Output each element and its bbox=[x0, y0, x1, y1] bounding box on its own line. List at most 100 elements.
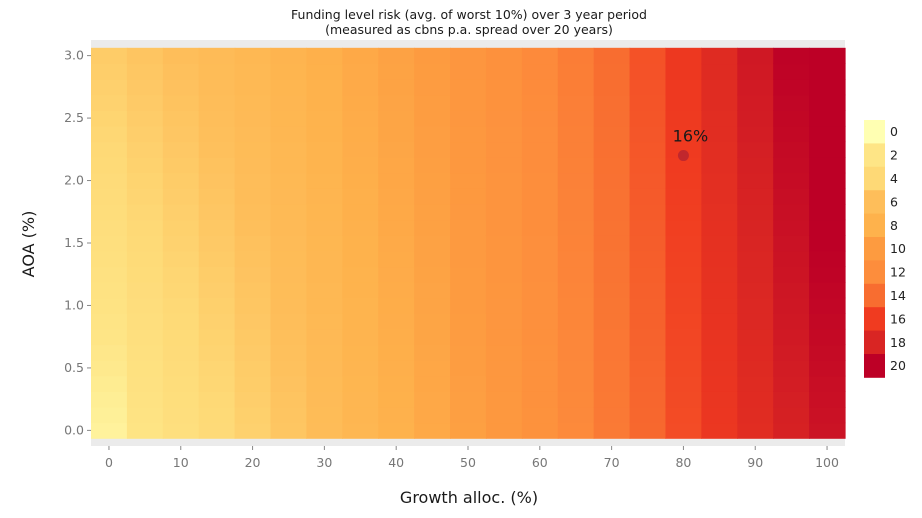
heatmap-tile bbox=[629, 219, 667, 236]
heatmap-tile bbox=[126, 406, 164, 424]
heatmap-tile bbox=[629, 188, 667, 205]
heatmap-tile bbox=[665, 313, 702, 330]
y-tick-label: 2.0 bbox=[64, 173, 84, 188]
heatmap-tile bbox=[557, 125, 595, 143]
heatmap-tile bbox=[342, 250, 379, 268]
heatmap-tile bbox=[737, 94, 774, 111]
heatmap-tile bbox=[270, 47, 308, 65]
heatmap-tile bbox=[521, 266, 559, 283]
heatmap-tile bbox=[809, 47, 846, 65]
heatmap-tile bbox=[629, 235, 667, 252]
heatmap-tile bbox=[270, 63, 308, 80]
heatmap-tile bbox=[629, 79, 667, 96]
heatmap-tile bbox=[593, 344, 631, 361]
heatmap-tile bbox=[773, 313, 810, 330]
heatmap-tile bbox=[485, 360, 523, 377]
heatmap-tile bbox=[270, 203, 308, 221]
heatmap-tile bbox=[485, 235, 523, 252]
heatmap-tile bbox=[809, 203, 846, 221]
heatmap-tile bbox=[557, 360, 595, 377]
heatmap-tile bbox=[593, 125, 631, 143]
heatmap-tile bbox=[162, 219, 200, 236]
heatmap-tile bbox=[198, 141, 236, 158]
heatmap-tile bbox=[414, 313, 451, 330]
heatmap-tile bbox=[773, 47, 810, 65]
heatmap-tile bbox=[809, 125, 846, 143]
heatmap-tile bbox=[450, 344, 487, 361]
heatmap-tile bbox=[126, 125, 164, 143]
heatmap-tile bbox=[378, 125, 415, 143]
heatmap-tile bbox=[450, 406, 487, 424]
heatmap-tile bbox=[198, 391, 236, 408]
heatmap-tile bbox=[485, 188, 523, 205]
heatmap-tile bbox=[629, 47, 667, 65]
heatmap-tile bbox=[593, 110, 631, 127]
heatmap-tile bbox=[414, 79, 451, 96]
heatmap-tile bbox=[414, 157, 451, 174]
heatmap-tile bbox=[414, 219, 451, 236]
heatmap-tile bbox=[809, 313, 846, 330]
heatmap-tile bbox=[773, 422, 810, 439]
heatmap-tile bbox=[378, 422, 415, 439]
heatmap-tile bbox=[521, 313, 559, 330]
heatmap-tile bbox=[342, 172, 379, 189]
heatmap-tile bbox=[809, 406, 846, 424]
heatmap-tile bbox=[557, 188, 595, 205]
heatmap-tile bbox=[450, 328, 487, 346]
heatmap-tile bbox=[342, 375, 379, 392]
colorbar-label: 4 bbox=[890, 171, 898, 186]
heatmap-tile bbox=[234, 63, 272, 80]
heatmap-tile bbox=[773, 344, 810, 361]
heatmap-tile bbox=[126, 63, 164, 80]
heatmap-tile bbox=[521, 360, 559, 377]
heatmap-tile bbox=[198, 79, 236, 96]
heatmap-tile bbox=[306, 422, 343, 439]
heatmap-tile bbox=[629, 313, 667, 330]
heatmap-tile bbox=[342, 141, 379, 158]
heatmap-tile bbox=[485, 79, 523, 96]
heatmap-tile bbox=[162, 375, 200, 392]
heatmap-tile bbox=[557, 406, 595, 424]
heatmap-tile bbox=[414, 110, 451, 127]
heatmap-tile bbox=[270, 406, 308, 424]
heatmap-tile bbox=[593, 94, 631, 111]
heatmap-tile bbox=[306, 375, 343, 392]
colorbar-label: 20 bbox=[890, 358, 906, 373]
heatmap-tile bbox=[91, 250, 128, 268]
heatmap-tile bbox=[450, 375, 487, 392]
heatmap-tile bbox=[162, 282, 200, 299]
heatmap-tile bbox=[665, 391, 702, 408]
heatmap-tile bbox=[737, 422, 774, 439]
heatmap-tile bbox=[306, 79, 343, 96]
heatmap-tile bbox=[414, 94, 451, 111]
heatmap-tile bbox=[485, 141, 523, 158]
heatmap-tile bbox=[270, 360, 308, 377]
heatmap-tile bbox=[198, 157, 236, 174]
heatmap-tile bbox=[809, 282, 846, 299]
heatmap-tile bbox=[737, 188, 774, 205]
heatmap-tile bbox=[126, 157, 164, 174]
heatmap-tile bbox=[306, 235, 343, 252]
heatmap-tile bbox=[593, 422, 631, 439]
heatmap-tile bbox=[414, 141, 451, 158]
x-tick-label: 20 bbox=[245, 455, 261, 470]
colorbar-label: 8 bbox=[890, 218, 898, 233]
chart-title: Funding level risk (avg. of worst 10%) o… bbox=[291, 7, 647, 22]
heatmap-tile bbox=[701, 282, 738, 299]
heatmap-tile bbox=[234, 344, 272, 361]
heatmap-tile bbox=[234, 79, 272, 96]
y-tick-label: 0.5 bbox=[64, 360, 84, 375]
heatmap-tile bbox=[521, 344, 559, 361]
heatmap-tile bbox=[126, 219, 164, 236]
heatmap-tile bbox=[665, 375, 702, 392]
heatmap-tile bbox=[91, 344, 128, 361]
heatmap-tile bbox=[234, 188, 272, 205]
heatmap-tile bbox=[665, 235, 702, 252]
heatmap-tile bbox=[414, 375, 451, 392]
heatmap-tile bbox=[701, 157, 738, 174]
heatmap-tile bbox=[91, 313, 128, 330]
heatmap-tile bbox=[521, 391, 559, 408]
heatmap-tile bbox=[665, 188, 702, 205]
heatmap-tile bbox=[701, 266, 738, 283]
